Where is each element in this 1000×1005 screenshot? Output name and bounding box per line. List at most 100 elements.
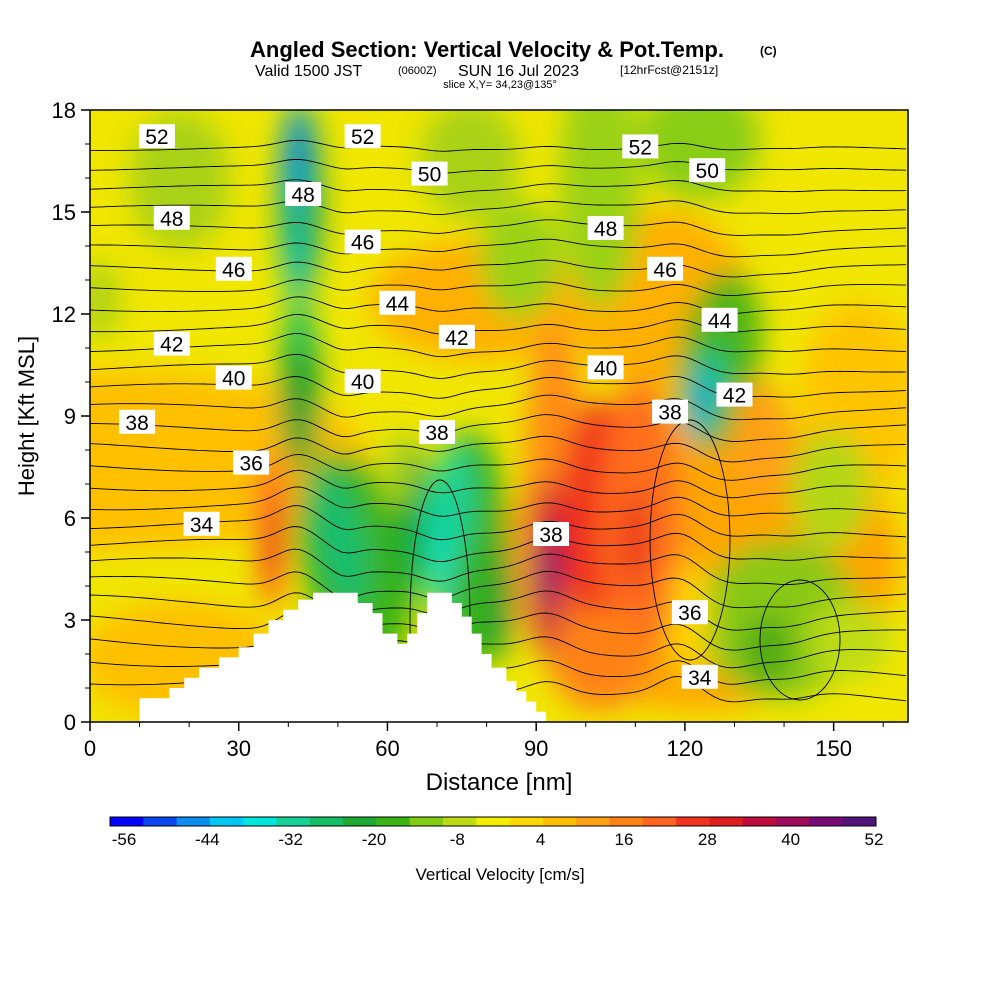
- colorbar-tick-label: 28: [698, 830, 717, 849]
- contour-label-50: 50: [689, 158, 726, 183]
- velocity-field-patch: [383, 430, 407, 510]
- contour-label-text: 40: [222, 368, 245, 391]
- contour-label-box: [285, 182, 322, 206]
- colorbar: [109, 816, 877, 827]
- contour-label-box: [681, 664, 718, 689]
- colorbar-swatch: [609, 817, 644, 826]
- velocity-field-patch: [560, 110, 640, 310]
- colorbar-tick-label: 16: [615, 830, 634, 849]
- pot-temp-contour-line: [90, 159, 907, 174]
- colorbar-frame: [109, 816, 877, 827]
- pot-temp-contour-line: [90, 353, 907, 379]
- velocity-field-patch: [693, 378, 707, 422]
- contour-label-box: [411, 161, 448, 186]
- y-tick-label: 12: [52, 302, 76, 327]
- velocity-field-patch: [623, 490, 647, 590]
- colorbar-swatch: [110, 817, 144, 826]
- velocity-field-patch: [312, 471, 368, 609]
- colorbar-swatch: [742, 817, 777, 826]
- pot-temp-contour-line: [90, 238, 907, 258]
- plot-area: 52 52 52 50 50 48 48 48 46 46 46 44 44 42 42 42 40 40 40 38…: [90, 110, 908, 722]
- colorbar-swatch: [443, 817, 477, 826]
- pot-temp-contour-line: [90, 435, 907, 463]
- contour-label-box: [689, 158, 726, 183]
- contour-label-text: 52: [145, 126, 168, 149]
- contour-label-box: [622, 134, 659, 159]
- contour-label-46: 46: [344, 229, 381, 255]
- pot-temp-contour-line: [90, 139, 907, 152]
- contour-label-36: 36: [233, 450, 270, 476]
- contour-label-36: 36: [671, 600, 708, 625]
- colorbar-swatch: [542, 817, 577, 826]
- velocity-field-patch: [790, 430, 870, 550]
- colorbar-tick-label: -8: [450, 830, 465, 849]
- contour-label-text: 46: [222, 259, 245, 282]
- colorbar-swatch: [309, 817, 344, 826]
- x-tick-label: 60: [375, 736, 399, 761]
- pot-temp-contour-line: [90, 626, 907, 669]
- pot-temp-contour-line: [90, 200, 907, 216]
- contour-label-40: 40: [215, 365, 252, 391]
- x-axis-label: Distance [nm]: [426, 769, 573, 796]
- y-tick-label: 9: [64, 404, 76, 429]
- x-tick-label: 0: [84, 736, 96, 761]
- velocity-field-patch: [540, 530, 556, 610]
- colorbar-swatch: [176, 817, 211, 826]
- pot-temp-contour-labels: 52 52 52 50 50 48 48 48 46 46 46 44 44 42 42 42 40 40 40 38…: [119, 124, 753, 690]
- contour-label-52: 52: [622, 134, 659, 159]
- pot-temp-contour-line: [90, 526, 906, 563]
- pot-temp-contour-line: [90, 296, 907, 315]
- colorbar-tick-label: 4: [536, 830, 545, 849]
- velocity-field-patch: [810, 600, 890, 680]
- contour-label-text: 50: [418, 164, 441, 187]
- contour-label-text: 48: [160, 208, 183, 231]
- contour-label-44: 44: [701, 307, 738, 333]
- pot-temp-contour-line: [90, 590, 907, 631]
- pot-temp-contour-line: [90, 453, 907, 481]
- contour-label-42: 42: [716, 382, 753, 408]
- y-tick-label: 6: [64, 506, 76, 531]
- pot-temp-contour-loop: [649, 419, 731, 661]
- colorbar-swatch: [576, 817, 610, 826]
- colorbar-swatch: [476, 817, 511, 826]
- contour-label-text: 38: [539, 524, 562, 547]
- velocity-field-patch: [640, 110, 760, 200]
- contour-label-text: 42: [160, 334, 183, 357]
- contour-label-52: 52: [138, 124, 175, 149]
- colorbar-tick-label: 40: [781, 830, 800, 849]
- y-axis-label: Height [Kft MSL]: [14, 336, 39, 496]
- colorbar-tick-label: 52: [865, 830, 884, 849]
- y-tick-label: 15: [52, 200, 76, 225]
- velocity-field-patch: [550, 610, 650, 710]
- pot-temp-contour-line: [90, 279, 907, 297]
- contour-label-box: [671, 600, 708, 625]
- contour-label-text: 48: [594, 218, 617, 241]
- contour-label-text: 40: [351, 371, 374, 394]
- contour-label-text: 34: [190, 514, 214, 537]
- contour-label-34: 34: [183, 511, 220, 537]
- contour-label-34: 34: [681, 664, 718, 690]
- colorbar-swatch: [676, 817, 710, 826]
- contour-label-box: [716, 382, 753, 407]
- contour-label-44: 44: [379, 290, 416, 316]
- colorbar-swatch: [409, 817, 444, 826]
- contour-label-38: 38: [533, 522, 570, 547]
- colorbar-tick-label: -56: [112, 830, 137, 849]
- valid-date-text: SUN 16 Jul 2023: [458, 63, 579, 80]
- pot-temp-contour-loop: [759, 579, 841, 701]
- pot-temp-contour-line: [90, 414, 907, 442]
- pot-temp-contour-line: [90, 469, 907, 499]
- contour-label-42: 42: [153, 331, 190, 357]
- contour-label-box: [647, 256, 684, 281]
- contour-label-text: 44: [708, 310, 732, 333]
- contour-label-box: [587, 355, 624, 380]
- contour-label-38: 38: [119, 409, 156, 435]
- colorbar-ticks: -56 -44 -32 -20 -8 4 16 28 40 52: [112, 830, 884, 849]
- y-axis: 0 3 6 9 12 15 18: [52, 98, 90, 735]
- contour-label-box: [344, 124, 381, 149]
- contour-label-46: 46: [215, 256, 252, 282]
- x-axis: 0 30 60 90 120 150: [84, 722, 884, 761]
- velocity-field-patch: [486, 540, 514, 660]
- contour-label-40: 40: [587, 355, 624, 380]
- contour-label-box: [701, 307, 738, 332]
